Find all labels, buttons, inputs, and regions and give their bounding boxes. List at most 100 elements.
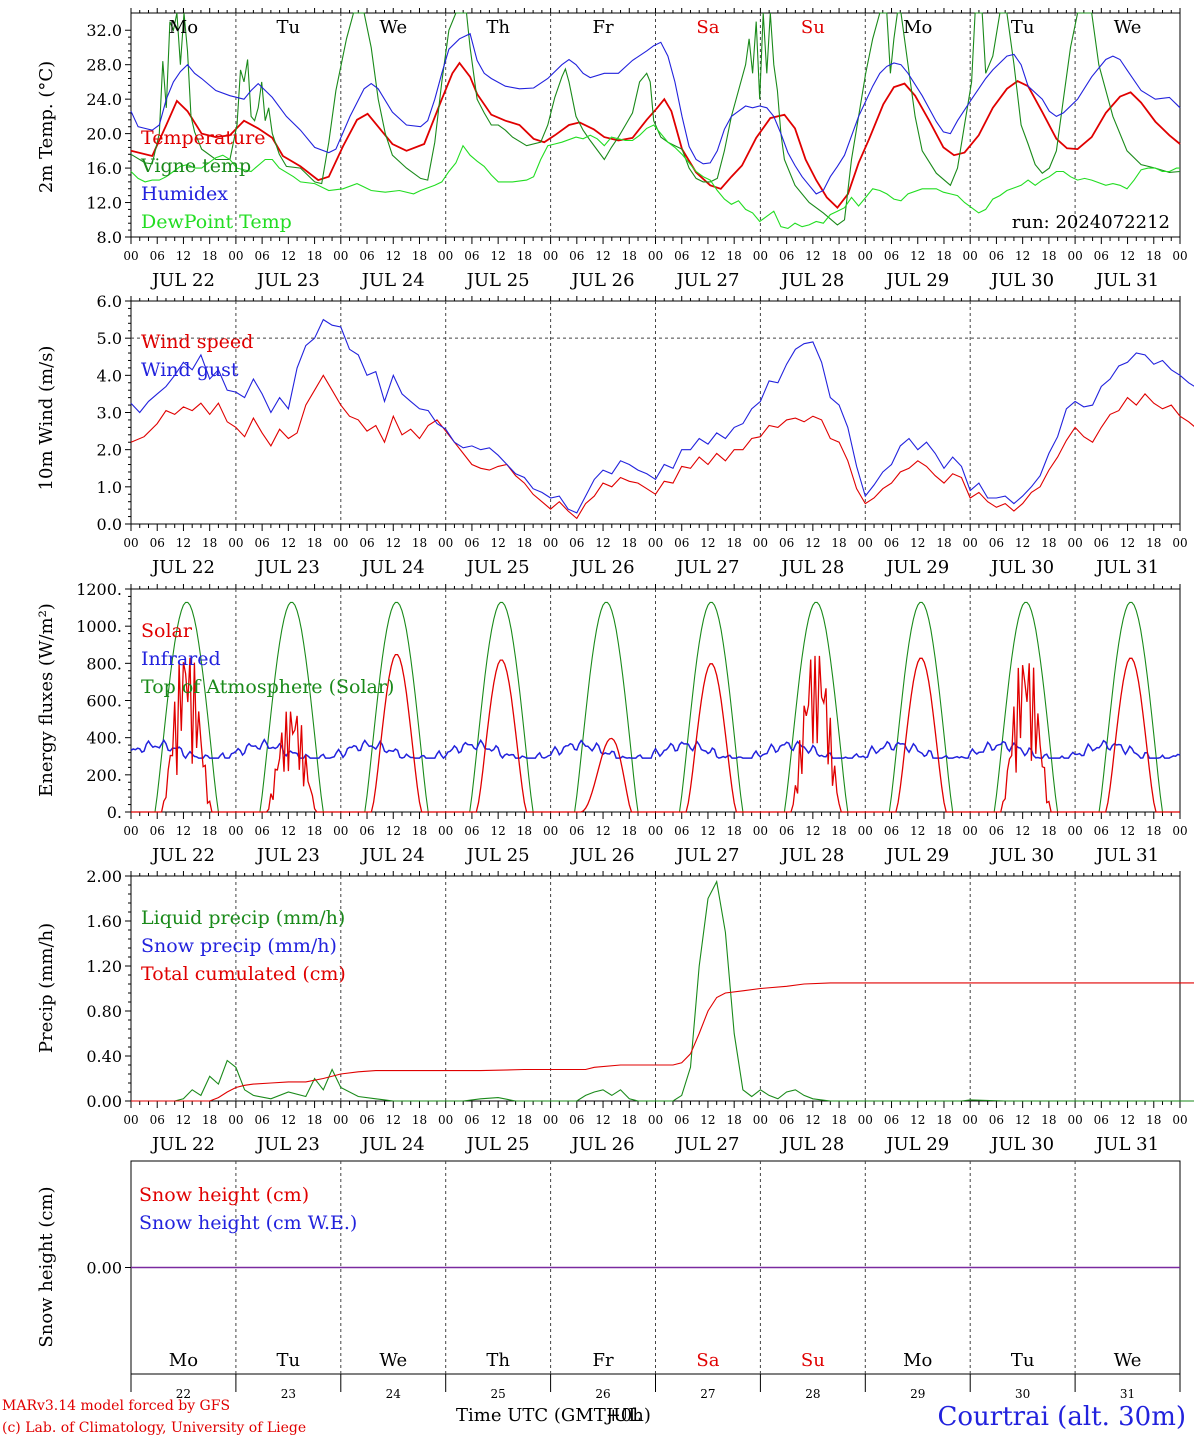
hour-tick-label: 18	[727, 1113, 742, 1127]
hour-tick-label: 18	[727, 536, 742, 550]
date-label: JUL 24	[360, 1134, 425, 1155]
date-label: JUL 26	[570, 557, 635, 578]
hour-tick-label: 00	[228, 536, 243, 550]
hour-tick-label: 12	[386, 249, 401, 263]
y-tick-label: 12.0	[86, 194, 122, 213]
hour-tick-label: 12	[700, 249, 715, 263]
hour-tick-label: 06	[254, 824, 269, 838]
hour-tick-label: 00	[648, 1113, 663, 1127]
y-tick-label: 24.0	[86, 90, 122, 109]
hour-tick-label: 12	[595, 249, 610, 263]
hour-tick-label: 18	[1146, 249, 1161, 263]
y-axis-label: 2m Temp. (°C)	[36, 61, 57, 193]
plot-frame	[130, 588, 1181, 813]
hour-tick-label: 06	[884, 1113, 899, 1127]
date-label: JUL 31	[1094, 1134, 1159, 1155]
hour-tick-label: 06	[1094, 824, 1109, 838]
hour-tick-label: 18	[622, 536, 637, 550]
y-tick-label: 3.0	[97, 404, 122, 423]
hour-tick-label: 12	[281, 1113, 296, 1127]
hour-tick-label: 18	[412, 536, 427, 550]
legend-entry: Vigne temp	[140, 155, 251, 177]
y-tick-label: 1.0	[97, 478, 122, 497]
hour-tick-label: 06	[674, 249, 689, 263]
date-label: JUL 29	[884, 270, 949, 291]
legend-entry: Top of Atmosphere (Solar)	[141, 676, 394, 698]
hour-tick-label: 12	[700, 536, 715, 550]
hour-tick-label: 00	[1172, 1113, 1187, 1127]
hour-tick-label: 06	[989, 1113, 1004, 1127]
date-label: JUL 22	[150, 1134, 215, 1155]
date-label: JUL 27	[674, 1134, 739, 1155]
date-label: JUL 24	[360, 845, 425, 866]
day-name: Tu	[277, 17, 301, 38]
hour-tick-label: 12	[386, 824, 401, 838]
hour-tick-label: 00	[1172, 249, 1187, 263]
hour-tick-label: 06	[779, 249, 794, 263]
hour-tick-label: 12	[176, 249, 191, 263]
lab-credit: (c) Lab. of Climatology, University of L…	[2, 1420, 307, 1436]
hour-tick-label: 06	[884, 249, 899, 263]
hour-tick-label: 18	[307, 1113, 322, 1127]
date-label: JUL 23	[255, 1134, 320, 1155]
date-label: JUL 22	[150, 845, 215, 866]
hour-tick-label: 00	[228, 824, 243, 838]
hour-tick-label: 18	[202, 536, 217, 550]
date-label: JUL 28	[779, 270, 844, 291]
y-tick-label: 4.0	[97, 366, 122, 385]
y-tick-label: 0.80	[86, 1002, 122, 1021]
series-line-solar	[131, 653, 1180, 813]
xaxis-label: Time UTC (GMT+0h)	[456, 1405, 651, 1426]
day-name: Sa	[696, 17, 719, 38]
hour-tick-label: 00	[648, 824, 663, 838]
hour-tick-label: 00	[963, 536, 978, 550]
date-label: JUL 24	[360, 557, 425, 578]
day-number: 25	[491, 1387, 506, 1401]
day-number: 27	[700, 1387, 715, 1401]
hour-tick-label: 12	[386, 1113, 401, 1127]
day-number: 26	[595, 1387, 610, 1401]
day-number: 30	[1015, 1387, 1030, 1401]
date-label: JUL 31	[1094, 270, 1159, 291]
hour-tick-label: 12	[176, 536, 191, 550]
hour-tick-label: 06	[150, 536, 165, 550]
hour-tick-label: 18	[517, 249, 532, 263]
hour-tick-label: 00	[1067, 1113, 1082, 1127]
day-number: 22	[176, 1387, 191, 1401]
date-label: JUL 30	[989, 1134, 1054, 1155]
hour-tick-label: 18	[202, 249, 217, 263]
hour-tick-label: 06	[569, 249, 584, 263]
date-label: JUL 26	[570, 845, 635, 866]
panel-3: 00 06 12 18 00 06 12 18 00 06 12 18 00 06 12 18 00 06 12 18…	[36, 580, 1188, 866]
hour-tick-label: 12	[386, 536, 401, 550]
series-line-liquid-precip-mm-h-	[131, 879, 1194, 1102]
hour-tick-label: 18	[517, 824, 532, 838]
hour-tick-label: 12	[1015, 536, 1030, 550]
hour-tick-label: 00	[648, 249, 663, 263]
hour-tick-label: 00	[858, 1113, 873, 1127]
hour-tick-label: 12	[700, 824, 715, 838]
hour-tick-label: 00	[123, 824, 138, 838]
legend-entry: Snow height (cm W.E.)	[139, 1212, 357, 1234]
hour-tick-label: 06	[254, 1113, 269, 1127]
hour-tick-label: 06	[150, 249, 165, 263]
y-tick-label: 6.0	[97, 292, 122, 311]
date-label: JUL 22	[150, 557, 215, 578]
hour-tick-label: 06	[1094, 249, 1109, 263]
y-tick-label: 28.0	[86, 56, 122, 75]
date-label: JUL 23	[255, 557, 320, 578]
hour-tick-label: 00	[228, 1113, 243, 1127]
date-label: JUL 27	[674, 270, 739, 291]
y-axis-label: Snow height (cm)	[36, 1186, 57, 1347]
hour-tick-label: 06	[150, 824, 165, 838]
panel-2: 00 06 12 18 00 06 12 18 00 06 12 18 00 06 12 18 00 06 12 18…	[36, 292, 1194, 578]
hour-tick-label: 00	[858, 249, 873, 263]
model-credit: MARv3.14 model forced by GFS	[2, 1398, 231, 1414]
day-name: We	[1114, 17, 1142, 38]
y-tick-label: 1000.	[76, 617, 122, 636]
hour-tick-label: 18	[622, 1113, 637, 1127]
date-label: JUL 28	[779, 1134, 844, 1155]
hour-tick-label: 00	[1172, 536, 1187, 550]
hour-tick-label: 12	[910, 536, 925, 550]
